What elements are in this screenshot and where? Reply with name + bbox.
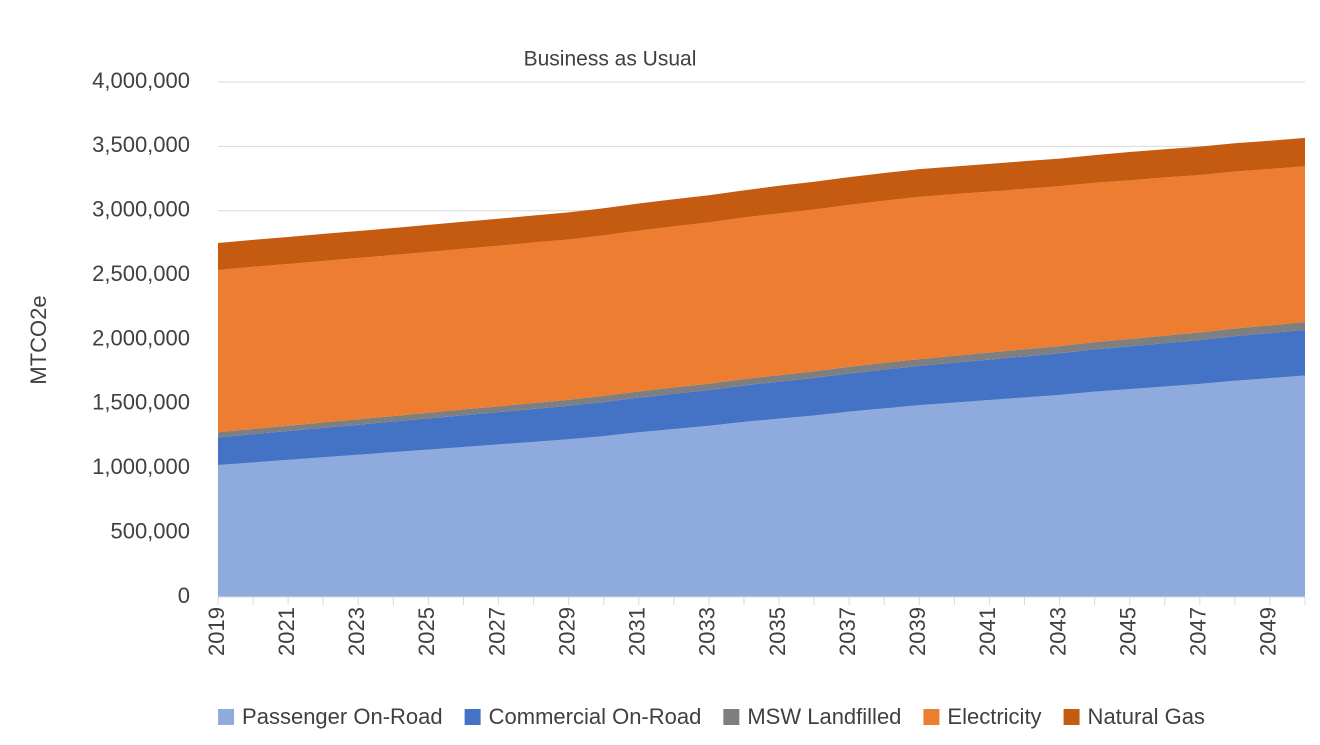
legend-label: Natural Gas — [1088, 704, 1205, 729]
x-tick-label: 2043 — [1045, 607, 1070, 656]
legend: Passenger On-Road Commercial On-Road MSW L… — [218, 704, 1205, 729]
legend-label: Commercial On-Road — [489, 704, 702, 729]
legend-swatch — [464, 709, 481, 725]
legend-label: Electricity — [947, 704, 1041, 729]
y-tick-label: 3,500,000 — [92, 132, 190, 157]
x-tick-label: 2033 — [695, 607, 720, 656]
legend-swatch — [723, 709, 740, 725]
x-tick-label: 2039 — [905, 607, 930, 656]
legend-swatch — [218, 709, 235, 725]
x-tick-label: 2049 — [1256, 607, 1281, 656]
x-tick-label: 2047 — [1186, 607, 1211, 656]
legend-label: MSW Landfilled — [747, 704, 901, 729]
x-tick-label: 2045 — [1115, 607, 1140, 656]
x-tick-label: 2041 — [975, 607, 1000, 656]
x-tick-label: 2027 — [484, 607, 509, 656]
y-tick-label: 4,000,000 — [92, 68, 190, 93]
y-tick-label: 2,000,000 — [92, 325, 190, 350]
y-tick-label: 0 — [178, 583, 190, 608]
legend-swatch — [923, 709, 940, 725]
area — [218, 137, 1305, 270]
x-tick-label: 2021 — [274, 607, 299, 656]
area — [218, 321, 1305, 438]
x-tick-label: 2031 — [625, 607, 650, 656]
x-tick-label: 2019 — [204, 607, 229, 656]
y-tick-label: 1,500,000 — [92, 390, 190, 415]
legend-swatch — [1063, 709, 1080, 725]
y-tick-label: 500,000 — [110, 518, 190, 543]
chart-title: Business as Usual — [524, 48, 697, 71]
y-tick-label: 2,500,000 — [92, 261, 190, 286]
y-tick-label: 3,000,000 — [92, 197, 190, 222]
x-tick-label: 2025 — [414, 607, 439, 656]
x-tick-label: 2029 — [554, 607, 579, 656]
y-axis-label: MTCO2e — [26, 295, 51, 384]
x-tick-label: 2035 — [765, 607, 790, 656]
y-tick-label: 1,000,000 — [92, 454, 190, 479]
legend-label: Passenger On-Road — [242, 704, 443, 729]
area — [218, 329, 1305, 466]
area — [218, 166, 1305, 433]
area — [218, 375, 1305, 597]
x-tick-label: 2037 — [835, 607, 860, 656]
x-tick-label: 2023 — [344, 607, 369, 656]
